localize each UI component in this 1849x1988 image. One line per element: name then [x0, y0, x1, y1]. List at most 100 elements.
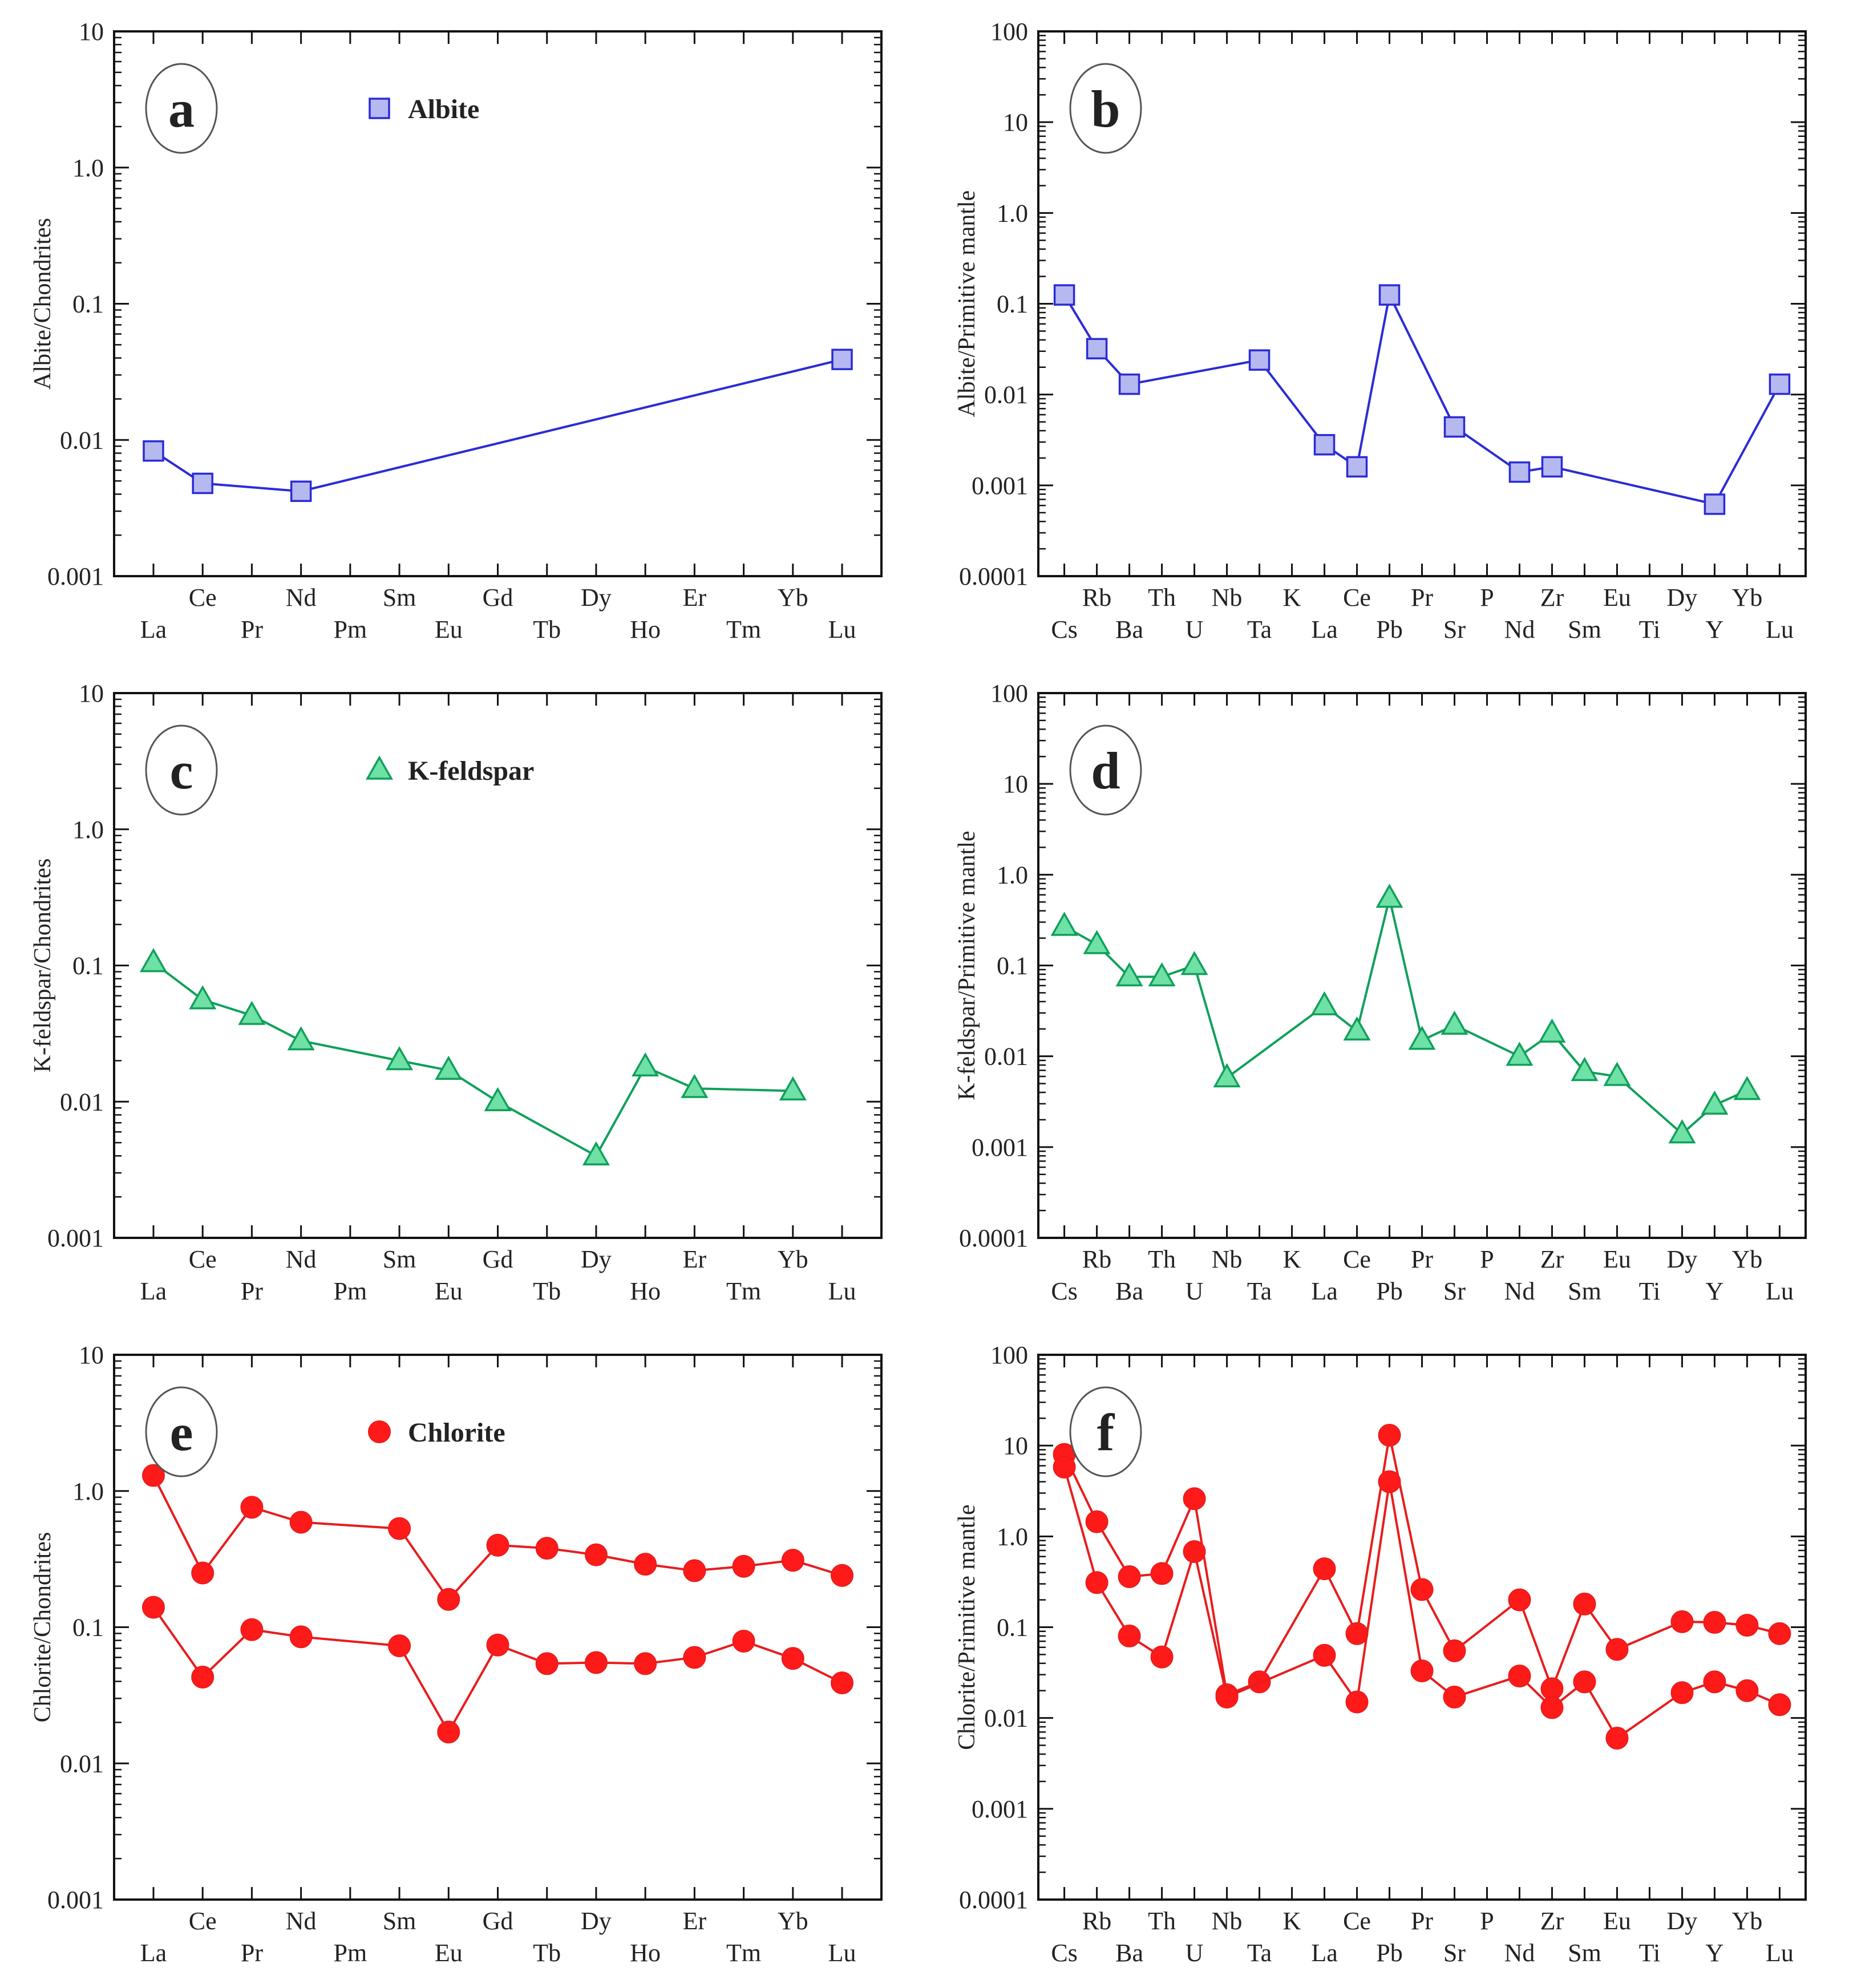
legend-marker: [365, 755, 394, 780]
data-point: [1670, 1681, 1694, 1704]
x-tick-label: U: [1186, 1939, 1204, 1967]
data-point: [1148, 962, 1176, 987]
x-tick-label: Cs: [1051, 1277, 1077, 1305]
data-point: [189, 985, 217, 1010]
legend-marker: [368, 1420, 391, 1443]
panel-letter: a: [168, 80, 195, 138]
y-tick-label: 10: [79, 1341, 104, 1369]
data-point: [1733, 1076, 1761, 1100]
x-tick-label: Gd: [483, 1907, 513, 1935]
x-tick-label: Yb: [1732, 1907, 1763, 1935]
plot-frame: [113, 30, 883, 577]
y-tick-label: 100: [990, 1341, 1028, 1369]
y-tick-label: 1.0: [72, 1477, 104, 1505]
data-point: [1183, 1487, 1206, 1511]
data-point: [1150, 1645, 1174, 1669]
data-point: [732, 1629, 755, 1653]
y-tick-label: 10: [1003, 1432, 1028, 1460]
x-tick-label: Gd: [483, 584, 513, 612]
data-point: [1701, 1090, 1729, 1115]
x-tick-label: Rb: [1082, 584, 1111, 612]
data-point: [1375, 884, 1403, 908]
y-tick-label: 0.001: [972, 1795, 1028, 1823]
x-tick-label: Er: [683, 1907, 707, 1935]
x-tick-label: La: [1311, 1939, 1337, 1967]
data-point: [1408, 1026, 1436, 1050]
x-tick-label: Pr: [241, 616, 263, 643]
data-point: [1115, 962, 1143, 987]
data-point: [141, 1464, 165, 1487]
x-tick-label: Ce: [189, 584, 217, 612]
data-point: [1313, 1557, 1336, 1581]
data-point: [1313, 1643, 1336, 1667]
y-tick-label: 0.001: [972, 472, 1028, 500]
y-tick-label: 0.1: [997, 952, 1028, 980]
x-tick-label: Pb: [1376, 1277, 1402, 1305]
data-point: [1345, 1622, 1369, 1645]
data-point: [535, 1537, 559, 1560]
data-point: [1410, 1659, 1434, 1683]
x-tick-label: Tm: [726, 616, 761, 643]
data-point: [1180, 950, 1208, 975]
legend-label: K-feldspar: [408, 756, 534, 786]
x-tick-label: Eu: [435, 1939, 463, 1967]
x-tick-label: Pr: [1411, 1907, 1433, 1935]
y-axis-title: Chlorite/Chondrites: [30, 1532, 56, 1723]
data-point: [143, 440, 164, 462]
data-point: [1118, 1624, 1141, 1647]
data-point: [1050, 912, 1078, 936]
x-tick-label: Dy: [581, 1907, 612, 1935]
series-line: [152, 961, 793, 1157]
x-tick-label: Ta: [1247, 1939, 1272, 1967]
x-tick-label: Dy: [1667, 1907, 1698, 1935]
legend-label: Chlorite: [408, 1418, 505, 1448]
x-tick-label: Sr: [1443, 1939, 1466, 1967]
data-point: [1540, 1696, 1564, 1719]
y-tick-label: 1.0: [72, 154, 104, 182]
y-tick-label: 10: [1003, 108, 1028, 136]
x-tick-label: Ba: [1115, 1939, 1143, 1967]
x-tick-label: Yb: [778, 1907, 808, 1935]
data-point: [1150, 1562, 1174, 1585]
x-tick-label: Sr: [1443, 616, 1466, 643]
x-tick-label: Pm: [333, 1939, 367, 1967]
x-tick-label: Sm: [383, 1245, 416, 1273]
x-tick-label: Nd: [286, 584, 317, 612]
x-tick-label: Nd: [1504, 616, 1535, 643]
x-tick-label: Ho: [630, 616, 661, 643]
data-point: [1213, 1063, 1241, 1088]
x-tick-label: Nb: [1212, 1907, 1243, 1935]
x-tick-label: Eu: [1603, 584, 1631, 612]
data-point: [1508, 1665, 1531, 1688]
data-point: [388, 1634, 411, 1658]
panel-label-oval: [1069, 724, 1142, 816]
x-tick-label: Tb: [533, 1939, 561, 1967]
y-tick-label: 0.1: [997, 290, 1028, 318]
data-point: [1345, 1690, 1369, 1714]
x-tick-label: Pr: [1411, 1245, 1433, 1273]
x-tick-label: K: [1283, 1907, 1301, 1935]
y-tick-label: 0.01: [984, 1043, 1028, 1071]
data-point: [584, 1543, 608, 1566]
panel-letter: d: [1091, 742, 1120, 800]
x-tick-label: Rb: [1082, 1245, 1111, 1273]
data-point: [683, 1646, 706, 1669]
x-tick-label: Cs: [1051, 1939, 1077, 1967]
data-point: [1605, 1726, 1629, 1750]
data-point: [831, 1671, 854, 1695]
data-point: [732, 1554, 755, 1578]
x-tick-label: Nb: [1212, 1245, 1243, 1273]
x-tick-label: Th: [1148, 1907, 1176, 1935]
x-tick-label: Tb: [533, 1277, 561, 1305]
y-tick-label: 1.0: [997, 861, 1028, 889]
x-tick-label: Ti: [1639, 616, 1661, 643]
x-tick-label: Ta: [1247, 616, 1272, 643]
panel-letter: f: [1097, 1403, 1115, 1461]
x-tick-label: Ti: [1639, 1277, 1661, 1305]
x-tick-label: Dy: [581, 1245, 612, 1273]
data-point: [1378, 284, 1401, 306]
x-tick-label: Pm: [333, 1277, 367, 1305]
data-point: [1086, 338, 1108, 360]
